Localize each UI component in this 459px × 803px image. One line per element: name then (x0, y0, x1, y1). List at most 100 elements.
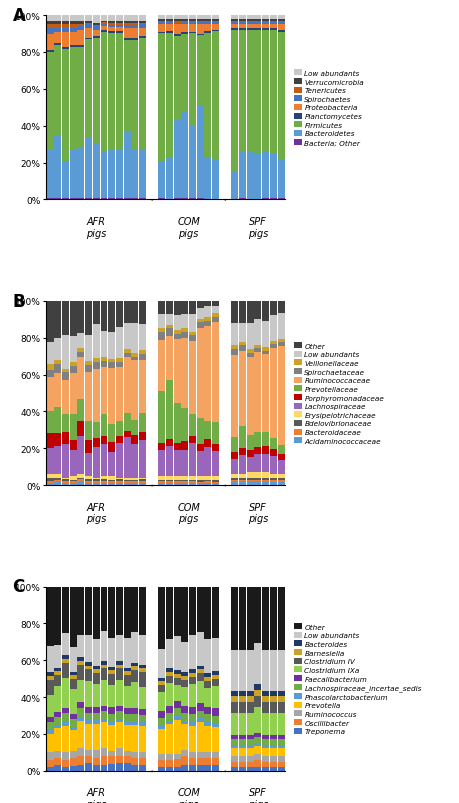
Bar (166, 683, 173, 706)
Bar (62, 16, 69, 22)
Bar (189, 332, 196, 336)
Bar (139, 39, 146, 151)
Bar (93, 145, 100, 199)
Bar (139, 672, 146, 687)
Bar (158, 20, 165, 22)
Bar (246, 357, 253, 435)
Bar (262, 473, 269, 478)
Bar (62, 48, 69, 50)
Bar (158, 450, 165, 476)
Bar (93, 369, 100, 423)
Bar (231, 437, 238, 452)
Bar (239, 478, 246, 480)
Bar (62, 301, 69, 335)
Bar (174, 483, 180, 486)
Bar (85, 365, 92, 373)
Bar (212, 587, 218, 638)
Bar (277, 482, 284, 486)
Bar (166, 25, 173, 32)
Bar (123, 30, 130, 39)
Bar (166, 754, 173, 760)
Bar (47, 377, 54, 411)
Bar (254, 22, 261, 23)
Bar (85, 764, 92, 771)
Bar (77, 22, 84, 26)
Bar (254, 345, 261, 349)
Bar (246, 152, 253, 199)
Bar (277, 454, 284, 460)
Bar (139, 478, 146, 480)
Bar (62, 659, 69, 663)
Bar (204, 482, 211, 483)
Bar (139, 635, 146, 665)
Bar (181, 23, 188, 26)
Bar (174, 22, 180, 23)
Bar (116, 444, 123, 478)
Bar (239, 346, 246, 352)
Bar (116, 665, 123, 669)
Bar (204, 765, 211, 771)
Bar (204, 199, 211, 200)
Bar (158, 22, 165, 23)
Bar (54, 751, 61, 758)
Bar (204, 318, 211, 321)
Bar (246, 478, 253, 480)
Bar (196, 765, 203, 771)
Bar (174, 331, 180, 334)
Bar (231, 324, 238, 346)
Bar (196, 703, 203, 711)
Bar (254, 473, 261, 479)
Bar (246, 756, 253, 761)
Bar (269, 25, 276, 29)
Bar (254, 767, 261, 771)
Bar (85, 22, 92, 23)
Bar (131, 632, 138, 662)
Bar (158, 25, 165, 33)
Bar (189, 752, 196, 758)
Bar (174, 701, 180, 708)
Bar (212, 687, 218, 708)
Bar (131, 22, 138, 24)
Bar (70, 727, 77, 730)
Text: AFR
pigs: AFR pigs (86, 502, 106, 524)
Bar (189, 126, 196, 199)
Bar (108, 476, 115, 480)
Bar (246, 713, 253, 736)
Bar (70, 16, 77, 22)
Bar (189, 25, 196, 33)
Bar (101, 444, 107, 476)
Bar (54, 671, 61, 675)
Bar (131, 662, 138, 666)
Bar (189, 23, 196, 25)
Bar (231, 740, 238, 745)
Bar (116, 199, 123, 200)
Bar (212, 476, 218, 480)
Bar (70, 719, 77, 727)
Bar (181, 112, 188, 199)
Bar (212, 20, 218, 22)
Bar (166, 157, 173, 199)
Bar (174, 678, 180, 686)
Bar (166, 480, 173, 482)
Bar (47, 478, 54, 482)
Bar (231, 482, 238, 486)
Bar (239, 736, 246, 740)
Bar (85, 301, 92, 335)
Bar (139, 723, 146, 726)
Bar (131, 682, 138, 708)
Bar (231, 16, 238, 20)
Bar (70, 336, 77, 363)
Bar (77, 717, 84, 720)
Bar (62, 483, 69, 486)
Bar (277, 756, 284, 761)
Bar (93, 639, 100, 666)
Bar (181, 199, 188, 200)
Bar (85, 482, 92, 483)
Bar (101, 437, 107, 444)
Bar (181, 332, 188, 338)
Bar (47, 483, 54, 486)
Bar (62, 678, 69, 707)
Bar (262, 480, 269, 482)
Bar (158, 682, 165, 685)
Bar (262, 322, 269, 348)
